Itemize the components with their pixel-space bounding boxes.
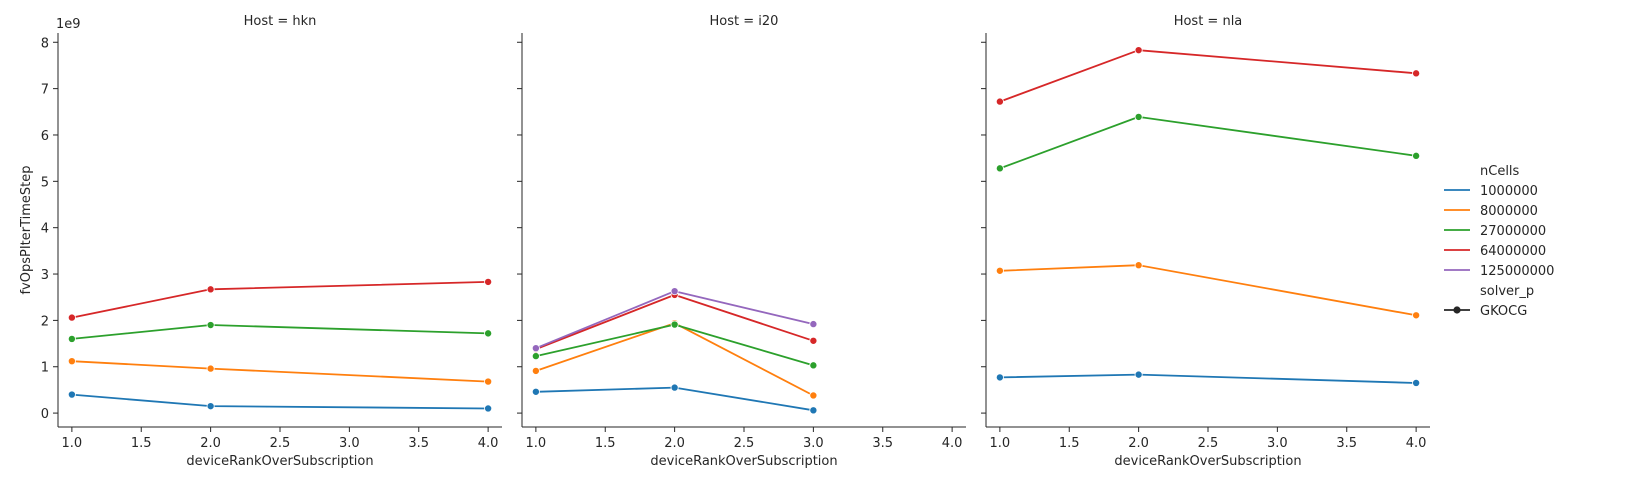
legend-label: 64000000: [1480, 244, 1546, 259]
x-axis-label: deviceRankOverSubscription: [186, 454, 373, 469]
y-tick-label: 0: [41, 407, 49, 422]
data-point-27000000: [484, 329, 493, 338]
x-tick-label: 2.0: [664, 436, 685, 451]
y-tick-label: 4: [41, 222, 49, 237]
x-tick-label: 2.5: [270, 436, 291, 451]
data-point-64000000: [809, 336, 818, 345]
data-point-64000000: [484, 277, 493, 286]
series-line-64000000: [71, 281, 489, 319]
x-tick-label: 1.0: [526, 436, 547, 451]
data-point-8000000: [484, 377, 493, 386]
data-point-8000000: [67, 357, 76, 366]
data-point-1000000: [206, 402, 215, 411]
data-point-125000000: [531, 344, 540, 353]
series-line-27000000: [999, 116, 1417, 170]
data-point-64000000: [995, 97, 1004, 106]
data-point-1000000: [809, 406, 818, 415]
y-tick-label: 5: [41, 175, 49, 190]
panel-title: Host = hkn: [244, 14, 317, 29]
data-point-64000000: [1134, 46, 1143, 55]
x-tick-label: 3.0: [339, 436, 360, 451]
legend-label: 8000000: [1480, 204, 1538, 219]
panel-title: Host = nla: [1174, 14, 1243, 29]
data-point-27000000: [531, 352, 540, 361]
x-tick-label: 4.0: [942, 436, 963, 451]
data-point-8000000: [206, 364, 215, 373]
data-point-1000000: [1134, 370, 1143, 379]
data-point-27000000: [670, 320, 679, 329]
data-point-125000000: [809, 320, 818, 329]
x-tick-label: 2.0: [200, 436, 221, 451]
data-point-8000000: [995, 266, 1004, 275]
data-point-64000000: [1412, 69, 1421, 78]
y-tick-label: 8: [41, 36, 49, 51]
data-point-8000000: [1134, 261, 1143, 270]
facet-panel-1: Host = i20 1.0 1.5 2.0 2.5 3.0 3.5 4.0 deviceRan…: [517, 14, 966, 469]
series-line-8000000: [71, 360, 489, 383]
data-point-27000000: [1412, 151, 1421, 160]
x-tick-label: 2.5: [1198, 436, 1219, 451]
data-point-1000000: [531, 387, 540, 396]
y-tick-label: 3: [41, 268, 49, 283]
x-tick-label: 1.5: [1059, 436, 1080, 451]
series-line-27000000: [71, 324, 489, 340]
y-offset-text: 1e9: [56, 17, 81, 32]
x-tick-label: 1.0: [990, 436, 1011, 451]
data-point-27000000: [67, 334, 76, 343]
x-tick-label: 4.0: [1406, 436, 1427, 451]
legend: nCells 1000000 8000000 27000000 64000000 1250…: [1444, 164, 1554, 319]
panel-title: Host = i20: [710, 14, 779, 29]
data-point-8000000: [1412, 311, 1421, 320]
series-line-64000000: [999, 49, 1417, 103]
facet-panel-2: Host = nla 1.0 1.5 2.0 2.5 3.0 3.5 4.0 deviceRan…: [981, 14, 1430, 469]
x-tick-label: 3.0: [803, 436, 824, 451]
data-point-125000000: [670, 287, 679, 296]
x-tick-label: 1.5: [595, 436, 616, 451]
y-tick-label: 1: [41, 361, 49, 376]
legend-style-title: solver_p: [1480, 284, 1534, 299]
x-tick-label: 2.0: [1128, 436, 1149, 451]
legend-style-marker: [1453, 306, 1461, 314]
y-tick-label: 7: [41, 83, 49, 98]
data-point-64000000: [206, 285, 215, 294]
data-point-1000000: [484, 404, 493, 413]
legend-label: 27000000: [1480, 224, 1546, 239]
data-point-1000000: [995, 373, 1004, 382]
data-point-1000000: [670, 383, 679, 392]
data-point-1000000: [67, 390, 76, 399]
data-point-8000000: [809, 391, 818, 400]
data-point-8000000: [531, 366, 540, 375]
data-point-27000000: [1134, 112, 1143, 121]
data-point-1000000: [1412, 378, 1421, 387]
x-tick-label: 2.5: [734, 436, 755, 451]
data-point-27000000: [995, 164, 1004, 173]
x-tick-label: 3.0: [1267, 436, 1288, 451]
data-point-27000000: [206, 321, 215, 330]
legend-label: 125000000: [1480, 264, 1554, 279]
y-axis-label: fvOpsPIterTimeStep: [19, 165, 34, 294]
y-tick-label: 2: [41, 314, 49, 329]
series-line-8000000: [999, 264, 1417, 317]
x-tick-label: 1.0: [62, 436, 83, 451]
facet-panel-0: Host = hkn 0 1 2 3 4 5 6 7 8 1.0 1.5 2.0 2.5 3.0 3.5 4.0…: [41, 14, 502, 469]
x-tick-label: 3.5: [408, 436, 429, 451]
x-tick-label: 3.5: [1336, 436, 1357, 451]
series-line-1000000: [999, 373, 1417, 384]
panels-layer: Host = hkn 0 1 2 3 4 5 6 7 8 1.0 1.5 2.0 2.5 3.0 3.5 4.0…: [19, 14, 1430, 469]
x-tick-label: 3.5: [872, 436, 893, 451]
series-line-1000000: [71, 393, 489, 410]
x-axis-label: deviceRankOverSubscription: [650, 454, 837, 469]
x-tick-label: 1.5: [131, 436, 152, 451]
legend-label: 1000000: [1480, 184, 1538, 199]
data-point-64000000: [67, 313, 76, 322]
y-tick-label: 6: [41, 129, 49, 144]
legend-title: nCells: [1480, 164, 1520, 179]
x-tick-label: 4.0: [478, 436, 499, 451]
data-point-27000000: [809, 361, 818, 370]
x-axis-label: deviceRankOverSubscription: [1114, 454, 1301, 469]
legend-style-label: GKOCG: [1480, 304, 1527, 319]
